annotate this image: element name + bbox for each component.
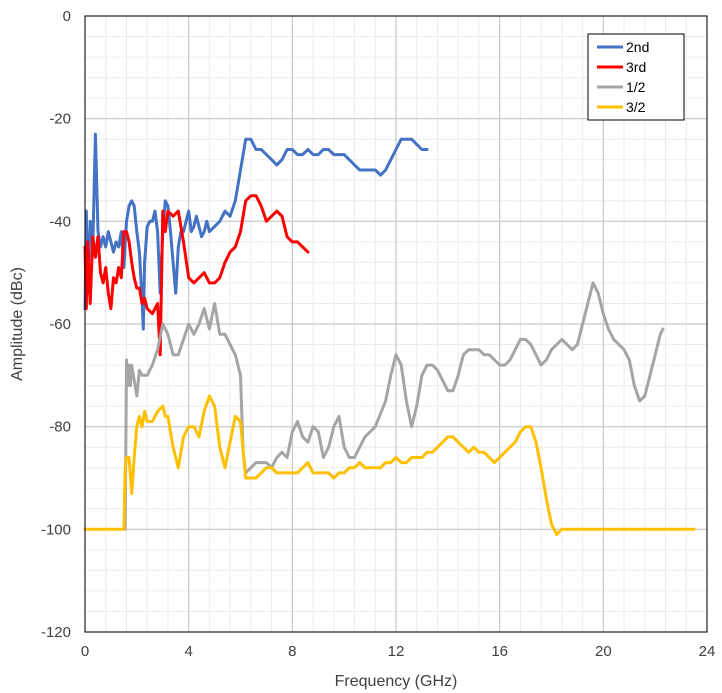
series-layer bbox=[83, 132, 696, 536]
grid bbox=[84, 15, 708, 633]
y-tick-label: -80 bbox=[49, 419, 71, 436]
legend-label: 2nd bbox=[626, 39, 649, 55]
legend-label: 3rd bbox=[626, 59, 646, 75]
y-axis-tick-labels: -120 -100 -80 -60 -40 -20 0 bbox=[41, 8, 71, 641]
x-tick-label: 12 bbox=[388, 643, 405, 660]
x-tick-label: 16 bbox=[491, 643, 508, 660]
x-axis-tick-labels: 0 4 8 12 16 20 24 bbox=[81, 643, 716, 660]
series-line-1 bbox=[83, 132, 429, 331]
series-line-2 bbox=[83, 194, 310, 357]
x-axis-title: Frequency (GHz) bbox=[335, 673, 458, 690]
x-tick-label: 24 bbox=[699, 643, 716, 660]
series-line-4 bbox=[83, 394, 696, 536]
x-tick-label: 0 bbox=[81, 643, 89, 660]
x-tick-label: 8 bbox=[288, 643, 296, 660]
y-tick-label: -20 bbox=[49, 111, 71, 128]
legend-label: 3/2 bbox=[626, 99, 646, 115]
y-tick-label: 0 bbox=[63, 8, 71, 25]
legend-label: 1/2 bbox=[626, 79, 646, 95]
plot-area-frame bbox=[84, 15, 708, 633]
x-tick-label: 4 bbox=[184, 643, 192, 660]
legend: 2nd 3rd 1/2 3/2 bbox=[587, 33, 685, 121]
y-tick-label: -120 bbox=[41, 624, 71, 641]
y-tick-label: -100 bbox=[41, 521, 71, 538]
x-tick-label: 20 bbox=[595, 643, 612, 660]
series-line-3 bbox=[123, 281, 665, 531]
y-axis-title: Amplitude (dBc) bbox=[9, 267, 26, 381]
y-tick-label: -40 bbox=[49, 213, 71, 230]
y-tick-label: -60 bbox=[49, 316, 71, 333]
